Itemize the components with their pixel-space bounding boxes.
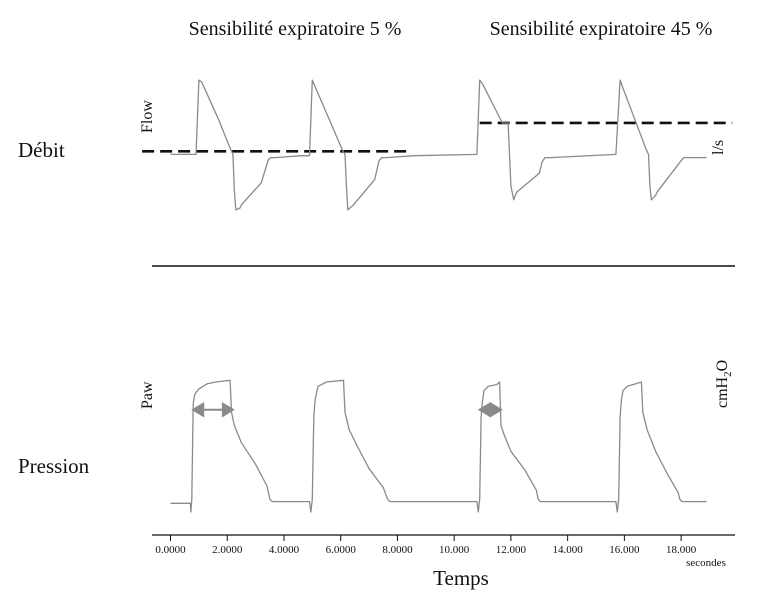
column-title-left: Sensibilité expiratoire 5 %: [189, 18, 402, 40]
duration-arrow-head-right: [489, 401, 503, 418]
duration-arrow-2: [477, 401, 503, 418]
flow-threshold-lines: [142, 121, 733, 153]
time-axis-tick-label: 6.0000: [326, 544, 357, 556]
time-axis-unit: secondes: [686, 557, 726, 569]
time-axis-tick-label: 8.0000: [382, 544, 413, 556]
time-axis-tick-label: 18.000: [666, 544, 697, 556]
pressure-row-label: Pression: [18, 454, 90, 478]
time-axis-tick-label: 4.0000: [269, 544, 300, 556]
pressure-unit-label: cmH2O: [714, 360, 734, 408]
duration-arrow-head-right: [221, 401, 235, 418]
pressure-trace-group: [170, 379, 707, 513]
duration-arrow-1: [191, 401, 235, 418]
time-axis-tick-label: 10.000: [439, 544, 470, 556]
flow-trace-group: [170, 79, 707, 211]
time-axis-tick-label: 16.000: [609, 544, 640, 556]
time-axis-title: Temps: [433, 566, 489, 590]
pressure-unit-base: cmH: [714, 376, 731, 408]
duration-arrow-head-left: [191, 401, 205, 418]
duration-arrow-head-left: [477, 401, 491, 418]
time-axis-tick-label: 0.0000: [155, 544, 186, 556]
time-axis-ticks: 0.0000 2.0000 4.0000 6.0000 8.0000 10.000 12.0…: [155, 535, 697, 556]
flow-row-label: Débit: [18, 138, 65, 162]
flow-unit-label: l/s: [710, 140, 727, 155]
flow-trace-line: [170, 79, 707, 211]
time-axis: 0.0000 2.0000 4.0000 6.0000 8.0000 10.000 12.0…: [152, 534, 735, 590]
pressure-panel: Pression Paw cmH2O: [18, 360, 734, 513]
pressure-duration-markers: [191, 401, 503, 418]
flow-panel: Débit Flow l/s: [18, 79, 733, 211]
column-title-right: Sensibilité expiratoire 45 %: [490, 18, 713, 40]
flow-signal-label: Flow: [139, 100, 156, 133]
pressure-unit-subscript: 2: [722, 371, 734, 377]
pressure-signal-label: Paw: [139, 381, 156, 409]
pressure-unit-tail: O: [714, 360, 731, 372]
pressure-trace-line: [170, 379, 707, 513]
time-axis-tick-label: 12.000: [496, 544, 527, 556]
time-axis-tick-label: 14.000: [553, 544, 584, 556]
time-axis-tick-label: 2.0000: [212, 544, 243, 556]
